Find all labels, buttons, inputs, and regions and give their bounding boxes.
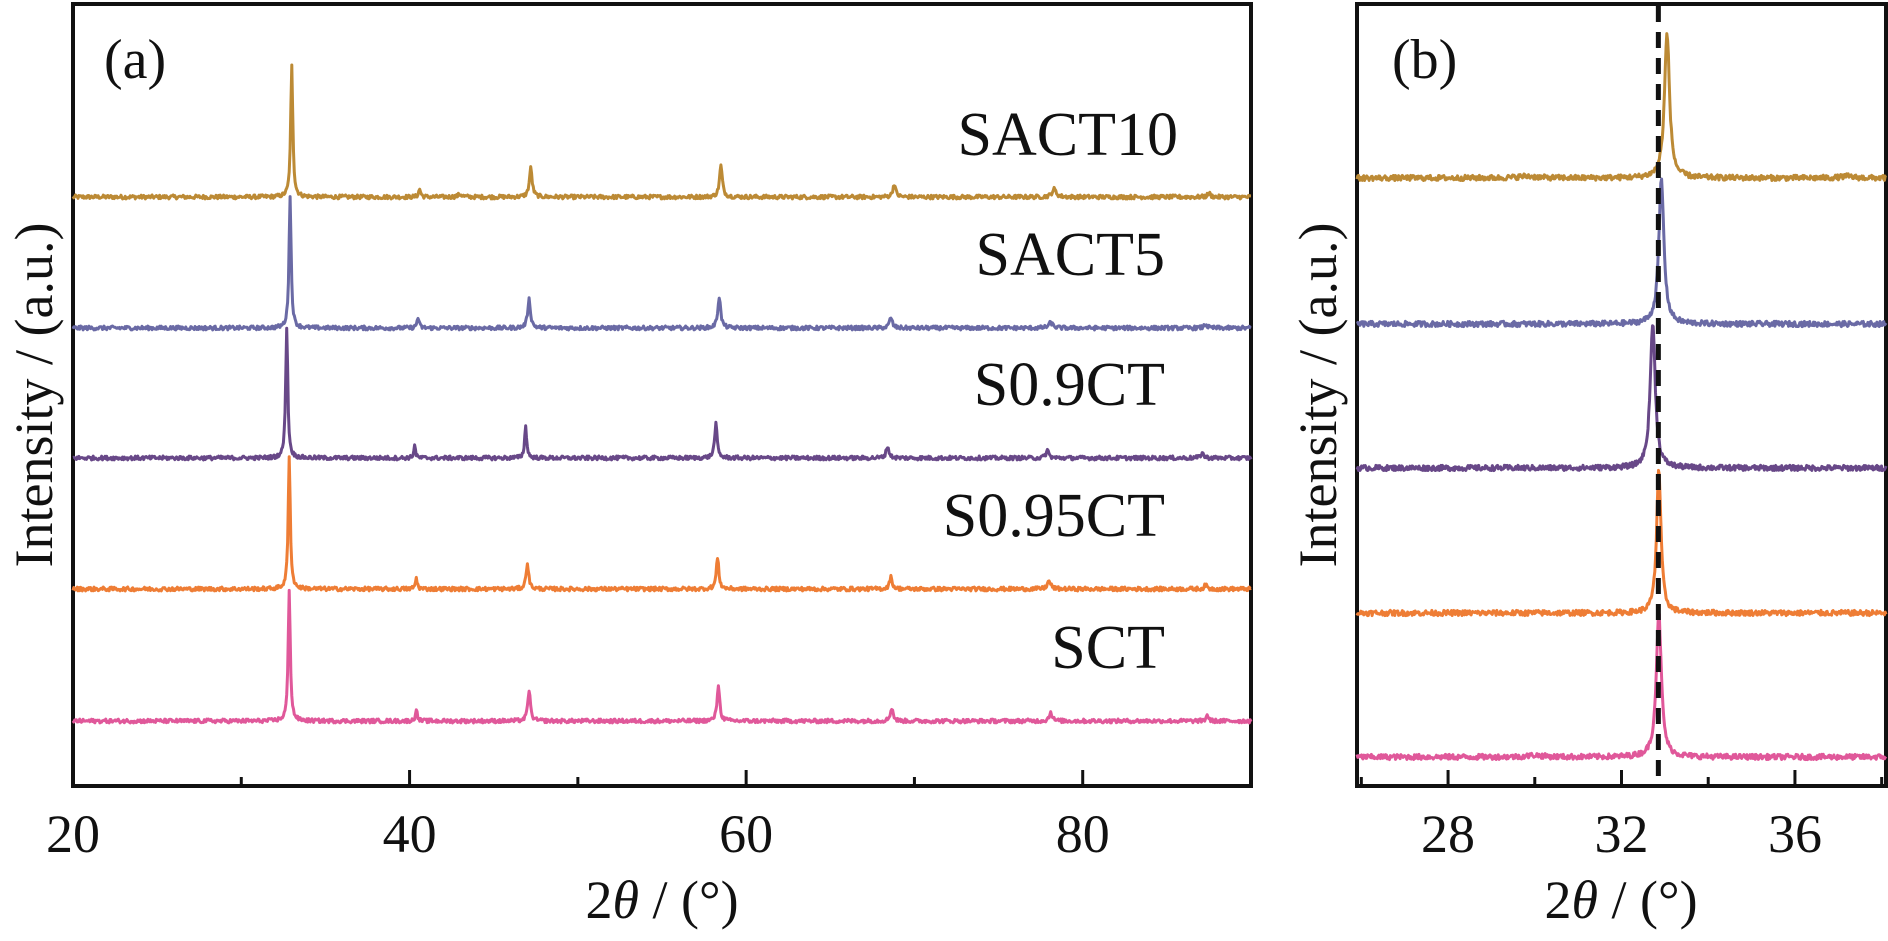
series-line-sct (1355, 610, 1888, 762)
x-tick-label: 60 (719, 804, 773, 864)
series-line-sact10 (1355, 32, 1887, 182)
x-tick-label: 28 (1421, 804, 1475, 864)
x-tick-label: 32 (1595, 804, 1649, 864)
series-label-s0-9ct: S0.9CT (974, 351, 1165, 419)
panel-a-y-axis-title: Intensity / (a.u.) (4, 223, 64, 568)
panel-a-frame (71, 2, 1253, 788)
panel-b-frame (1355, 2, 1888, 788)
series-label-s0-95ct: S0.95CT (943, 482, 1165, 550)
panel-a-x-axis-title: 2θ / (°) (585, 870, 738, 930)
x-title-suffix: / (°) (1598, 870, 1698, 930)
panel-a-x-ticks: 20 40 60 80 (46, 770, 1110, 864)
x-tick-label: 40 (383, 804, 437, 864)
panel-b-y-axis-title: Intensity / (a.u.) (1288, 223, 1348, 568)
series-line-s0-95ct (1355, 468, 1888, 618)
panel-b: 28 32 36 (b) Intensity / (a.u.) 2θ / (°) (1288, 2, 1888, 930)
x-tick-label: 80 (1056, 804, 1110, 864)
x-title-theta: θ (1571, 870, 1598, 930)
series-line-sct (71, 588, 1253, 725)
panel-a-series-labels: SACT10 SACT5 S0.9CT S0.95CT SCT (943, 101, 1178, 682)
x-title-prefix: 2 (1544, 870, 1571, 930)
x-title-suffix: / (°) (639, 870, 739, 930)
series-line-s0-95ct (71, 455, 1252, 593)
x-tick-label: 36 (1768, 804, 1822, 864)
series-label-sact5: SACT5 (976, 221, 1165, 289)
x-tick-label: 20 (46, 804, 100, 864)
series-line-s0-9ct (72, 326, 1253, 462)
series-line-s0-9ct (1355, 324, 1888, 473)
series-label-sct: SCT (1051, 614, 1165, 682)
series-label-sact10: SACT10 (958, 101, 1178, 169)
series-line-sact5 (71, 195, 1252, 332)
panel-a-label: (a) (104, 29, 166, 91)
panel-b-label: (b) (1392, 29, 1457, 91)
panel-b-x-ticks: 28 32 36 (1359, 770, 1884, 864)
series-line-sact10 (71, 63, 1252, 201)
x-title-theta: θ (612, 870, 639, 930)
panel-b-series (1355, 32, 1888, 762)
x-title-prefix: 2 (585, 870, 612, 930)
panel-b-x-axis-title: 2θ / (°) (1544, 870, 1697, 930)
series-line-sact5 (1355, 177, 1888, 329)
panel-a-series (71, 63, 1253, 725)
panel-a: 20 40 60 80 (a) SACT10 SACT5 S0.9CT S0.95CT SCT… (4, 2, 1253, 930)
